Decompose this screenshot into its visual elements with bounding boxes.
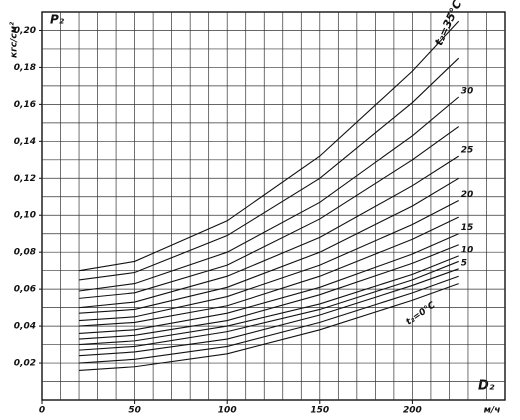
curve — [78, 96, 460, 292]
x-tick-label: 150 — [310, 406, 329, 416]
x-tick-label: 200 — [403, 406, 422, 416]
series-label: 30 — [461, 86, 474, 96]
y-axis-symbol: P₂ — [50, 13, 65, 27]
plot-frame — [41, 11, 506, 401]
x-axis-unit: м/ч — [484, 406, 501, 416]
curve — [79, 233, 459, 335]
series-label: t₂=0°C — [405, 300, 438, 327]
curve — [78, 20, 460, 272]
x-tick-label: 100 — [218, 406, 237, 416]
curve — [79, 216, 459, 327]
curve — [78, 57, 460, 281]
x-tick-label: 50 — [128, 406, 141, 416]
series-label: 10 — [461, 245, 474, 255]
y-tick-label: 0,20 — [14, 26, 36, 36]
curve — [79, 199, 459, 322]
curve — [79, 244, 459, 340]
y-tick-label: 0,14 — [14, 137, 36, 147]
series-label: 25 — [461, 146, 474, 156]
curve — [79, 268, 459, 357]
curve — [78, 155, 459, 309]
curve — [79, 177, 459, 314]
curve — [79, 275, 459, 364]
series-label: 20 — [461, 190, 474, 200]
y-tick-label: 0,18 — [14, 63, 36, 73]
series-label: 5 — [461, 258, 467, 268]
y-tick-label: 0,06 — [14, 285, 36, 295]
y-axis-label: кгс/см² — [10, 22, 20, 58]
series-label: 15 — [461, 223, 474, 233]
curve — [79, 260, 459, 351]
y-tick-label: 0,10 — [14, 211, 36, 221]
y-tick-label: 0,02 — [14, 359, 36, 369]
series-label: t₂=35°C — [432, 0, 464, 48]
curve — [78, 126, 460, 299]
curve — [79, 283, 459, 371]
curve — [79, 255, 459, 346]
y-tick-label: 0,12 — [14, 174, 36, 184]
y-tick-label: 0,16 — [14, 100, 36, 110]
y-tick-label: 0,04 — [14, 322, 36, 332]
y-tick-label: 0,08 — [14, 248, 36, 258]
x-tick-label: 0 — [39, 406, 45, 416]
